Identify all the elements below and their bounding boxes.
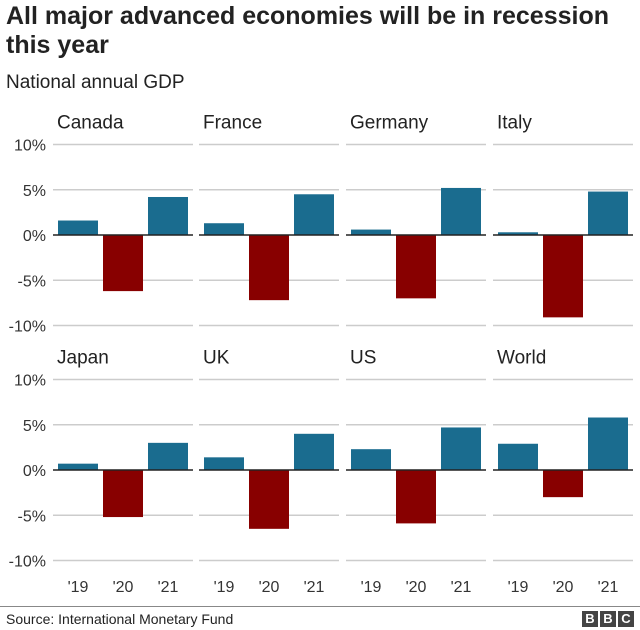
panel-title: Germany — [350, 113, 429, 134]
panel-title: US — [350, 348, 376, 369]
x-tick-label: '20 — [406, 579, 427, 596]
x-tick-label: '19 — [214, 579, 235, 596]
y-tick-label: 10% — [14, 373, 46, 390]
bar-us-0 — [351, 449, 391, 470]
x-tick-label: '21 — [598, 579, 619, 596]
y-tick-label: -5% — [18, 273, 46, 290]
bar-france-1 — [249, 235, 289, 301]
bar-world-0 — [498, 443, 538, 470]
footer-divider — [0, 606, 640, 607]
panel-title: UK — [203, 348, 230, 369]
x-tick-label: '20 — [113, 579, 134, 596]
y-tick-label: -5% — [18, 508, 46, 525]
chart-subtitle: National annual GDP — [6, 72, 185, 93]
panel-title: Italy — [497, 113, 532, 134]
x-tick-label: '21 — [158, 579, 179, 596]
bar-world-1 — [543, 470, 583, 498]
bar-uk-0 — [204, 457, 244, 470]
x-tick-label: '19 — [68, 579, 89, 596]
x-tick-label: '20 — [553, 579, 574, 596]
bar-canada-2 — [148, 196, 188, 235]
bar-germany-2 — [441, 187, 481, 235]
panel-title: France — [203, 113, 262, 134]
y-tick-label: 0% — [23, 228, 46, 245]
bar-germany-1 — [396, 235, 436, 299]
bar-us-2 — [441, 427, 481, 470]
chart-title: All major advanced economies will be in … — [6, 2, 609, 59]
bar-france-0 — [204, 223, 244, 235]
bar-canada-1 — [103, 235, 143, 292]
bar-uk-2 — [294, 433, 334, 470]
bar-japan-0 — [58, 463, 98, 470]
x-tick-label: '20 — [259, 579, 280, 596]
bar-germany-0 — [351, 229, 391, 235]
bar-italy-0 — [498, 232, 538, 235]
bar-japan-1 — [103, 470, 143, 518]
y-tick-label: -10% — [9, 554, 46, 571]
bar-canada-0 — [58, 220, 98, 235]
bar-uk-1 — [249, 470, 289, 529]
x-tick-label: '21 — [304, 579, 325, 596]
bar-france-2 — [294, 194, 334, 235]
y-tick-label: 10% — [14, 138, 46, 155]
source-note: Source: International Monetary Fund — [6, 611, 234, 627]
y-tick-label: -10% — [9, 319, 46, 336]
x-tick-label: '21 — [451, 579, 472, 596]
x-tick-label: '19 — [508, 579, 529, 596]
y-tick-label: 5% — [23, 183, 46, 200]
y-tick-label: 5% — [23, 418, 46, 435]
bar-us-1 — [396, 470, 436, 524]
bar-italy-1 — [543, 235, 583, 318]
y-tick-label: 0% — [23, 463, 46, 480]
panel-title: World — [497, 348, 546, 369]
panel-title: Japan — [57, 348, 109, 369]
bar-world-2 — [588, 417, 628, 470]
bar-italy-2 — [588, 191, 628, 235]
panel-title: Canada — [57, 113, 124, 134]
bar-japan-2 — [148, 442, 188, 470]
x-tick-label: '19 — [361, 579, 382, 596]
